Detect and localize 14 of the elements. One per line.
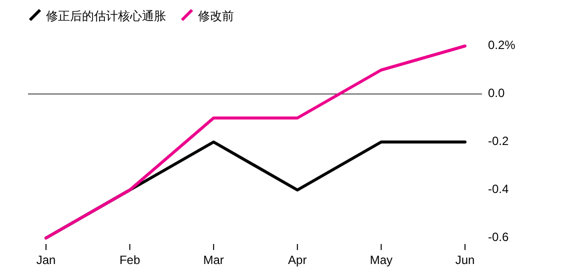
y-tick-label: -0.6 <box>488 230 510 244</box>
x-tick-label: Apr <box>288 253 307 267</box>
x-tick-label: Jun <box>455 253 475 267</box>
y-tick-label: 0.2% <box>488 38 516 52</box>
legend-label: 修改前 <box>198 9 234 23</box>
x-tick-label: Feb <box>119 253 140 267</box>
y-tick-label: -0.2 <box>488 134 510 148</box>
line-series <box>44 44 466 240</box>
x-tick-label: May <box>370 253 393 267</box>
x-tick-label: Jan <box>36 253 56 267</box>
legend-label: 修正后的估计核心通胀 <box>46 9 166 23</box>
y-tick-label: -0.4 <box>488 182 510 196</box>
x-tick-label: Mar <box>203 253 224 267</box>
y-tick-label: 0.0 <box>488 86 506 100</box>
